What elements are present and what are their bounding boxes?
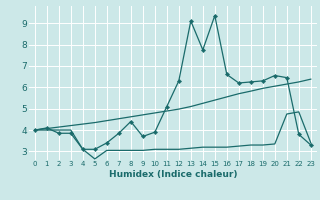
X-axis label: Humidex (Indice chaleur): Humidex (Indice chaleur) (108, 170, 237, 179)
